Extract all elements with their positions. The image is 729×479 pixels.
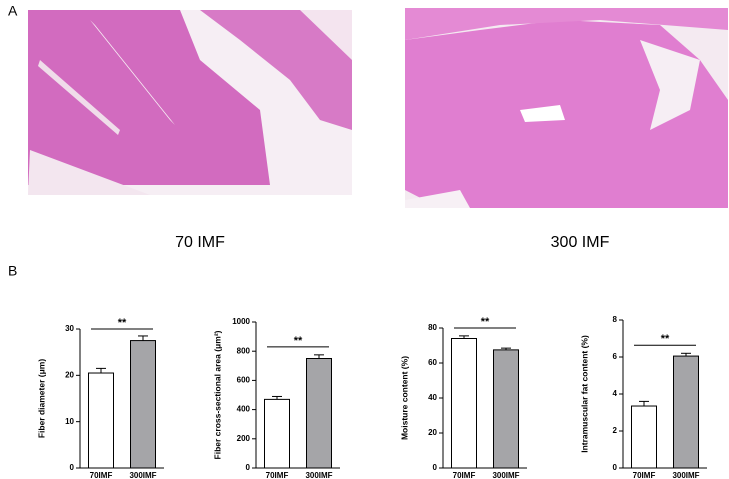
y-tick-label: 10 xyxy=(65,417,74,426)
x-tick-label: 70IMF xyxy=(453,471,476,479)
y-tick-label: 30 xyxy=(65,324,74,333)
y-axis-label: Intramuscular fat content (%) xyxy=(579,335,589,453)
significance-label: ** xyxy=(118,317,127,329)
bar xyxy=(451,338,477,469)
bar xyxy=(631,405,657,469)
bar xyxy=(673,355,699,469)
y-tick-label: 40 xyxy=(428,393,437,402)
y-tick-label: 20 xyxy=(65,370,74,379)
y-tick-label: 20 xyxy=(428,428,437,437)
x-tick-label: 300IMF xyxy=(492,471,519,479)
y-tick-label: 80 xyxy=(428,323,437,332)
significance-label: ** xyxy=(294,335,303,347)
y-axis-label: Fiber diameter (μm) xyxy=(36,359,46,439)
significance-label: ** xyxy=(661,333,670,345)
panel-label: A xyxy=(8,3,18,19)
y-tick-label: 400 xyxy=(237,405,251,414)
image-caption: 70 IMF xyxy=(175,234,225,251)
y-tick-label: 2 xyxy=(613,426,618,435)
x-tick-label: 70IMF xyxy=(90,471,113,479)
y-tick-label: 0 xyxy=(613,463,618,472)
y-tick-label: 200 xyxy=(237,434,251,443)
bar xyxy=(130,340,156,469)
y-tick-label: 800 xyxy=(237,346,251,355)
histology-image xyxy=(405,8,728,208)
y-tick-label: 6 xyxy=(613,352,618,361)
x-tick-label: 300IMF xyxy=(129,471,156,479)
y-axis-label: Fiber cross-sectional area (μm²) xyxy=(212,330,222,459)
y-axis-label: Moisture content (%) xyxy=(399,356,409,440)
y-tick-label: 8 xyxy=(613,315,618,324)
y-tick-label: 0 xyxy=(246,463,251,472)
bar xyxy=(306,358,332,469)
y-tick-label: 60 xyxy=(428,358,437,367)
x-tick-label: 300IMF xyxy=(305,471,332,479)
bar xyxy=(88,372,114,469)
x-tick-label: 70IMF xyxy=(266,471,289,479)
histology-image xyxy=(28,10,352,195)
bar xyxy=(493,349,519,469)
image-caption: 300 IMF xyxy=(551,234,610,251)
y-tick-label: 0 xyxy=(70,463,75,472)
x-tick-label: 70IMF xyxy=(633,471,656,479)
y-tick-label: 1000 xyxy=(232,317,250,326)
bar xyxy=(264,398,290,469)
y-tick-label: 4 xyxy=(613,389,618,398)
panel-label: B xyxy=(8,263,17,279)
x-tick-label: 300IMF xyxy=(672,471,699,479)
y-tick-label: 600 xyxy=(237,376,251,385)
significance-label: ** xyxy=(481,316,490,328)
y-tick-label: 0 xyxy=(433,463,438,472)
